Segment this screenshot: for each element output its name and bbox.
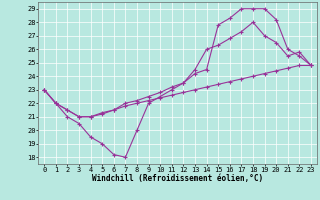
X-axis label: Windchill (Refroidissement éolien,°C): Windchill (Refroidissement éolien,°C): [92, 174, 263, 183]
